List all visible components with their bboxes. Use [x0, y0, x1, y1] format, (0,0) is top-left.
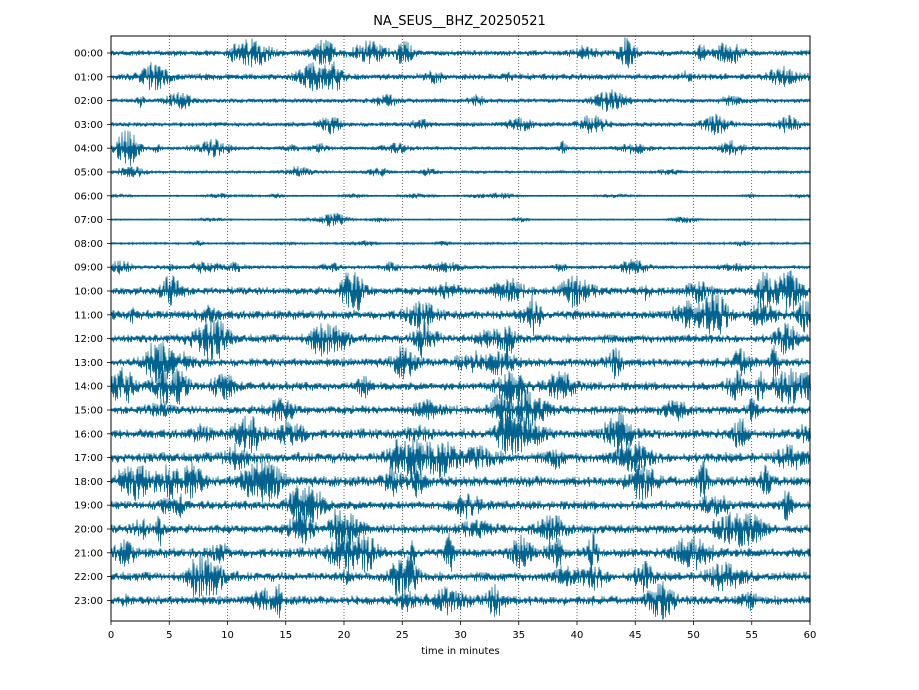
- x-tick-label-10: 10: [221, 630, 234, 641]
- row-label: 11:00: [74, 310, 103, 321]
- row-label: 06:00: [74, 191, 103, 202]
- trace-row: [110, 37, 811, 69]
- x-tick-label-60: 60: [804, 630, 817, 641]
- x-tick-label-40: 40: [571, 630, 584, 641]
- row-label: 08:00: [74, 239, 103, 250]
- row-label: 05:00: [74, 168, 103, 179]
- x-tick-label-30: 30: [454, 630, 467, 641]
- row-label: 16:00: [74, 429, 103, 440]
- row-label: 17:00: [74, 453, 103, 464]
- row-label: 00:00: [74, 49, 103, 60]
- row-label: 18:00: [74, 477, 103, 488]
- trace-row: [110, 438, 811, 479]
- row-label: 23:00: [74, 596, 103, 607]
- row-label: 20:00: [74, 525, 103, 536]
- row-label: 15:00: [74, 406, 103, 417]
- x-tick-label-5: 5: [166, 630, 172, 641]
- x-tick-label-50: 50: [687, 630, 700, 641]
- x-axis-ticks: 0 5 10 15 20 25 30 35 40 45 50 55 60: [108, 621, 817, 641]
- x-tick-label-35: 35: [512, 630, 525, 641]
- x-tick-label-25: 25: [396, 630, 409, 641]
- trace-row: [110, 317, 811, 361]
- row-label: 10:00: [74, 287, 103, 298]
- row-label: 21:00: [74, 548, 103, 559]
- trace-row: [110, 531, 811, 574]
- row-label: 13:00: [74, 358, 103, 369]
- row-label: 14:00: [74, 382, 103, 393]
- x-tick-label-20: 20: [338, 630, 351, 641]
- x-tick-label-45: 45: [629, 630, 642, 641]
- trace-row: [110, 581, 811, 620]
- seismic-traces: [110, 37, 811, 620]
- row-label: 19:00: [74, 501, 103, 512]
- x-axis-label: time in minutes: [421, 646, 500, 657]
- row-label: 04:00: [74, 144, 103, 155]
- x-tick-label-15: 15: [279, 630, 292, 641]
- row-label: 01:00: [74, 72, 103, 83]
- row-label: 22:00: [74, 572, 103, 583]
- chart-title: NA_SEUS__BHZ_20250521: [373, 14, 546, 29]
- row-label: 03:00: [74, 120, 103, 131]
- row-label: 12:00: [74, 334, 103, 345]
- trace-row: [110, 366, 811, 407]
- trace-row: [110, 459, 811, 503]
- row-label: 09:00: [74, 263, 103, 274]
- row-label: 07:00: [74, 215, 103, 226]
- row-label: 02:00: [74, 96, 103, 107]
- x-tick-label-0: 0: [108, 630, 114, 641]
- x-tick-label-55: 55: [745, 630, 758, 641]
- plot-frame: [110, 35, 811, 622]
- y-axis-ticks: 00:00 01:00 02:00 03:00 04:00 05:00 06:00 07:00…: [74, 49, 111, 607]
